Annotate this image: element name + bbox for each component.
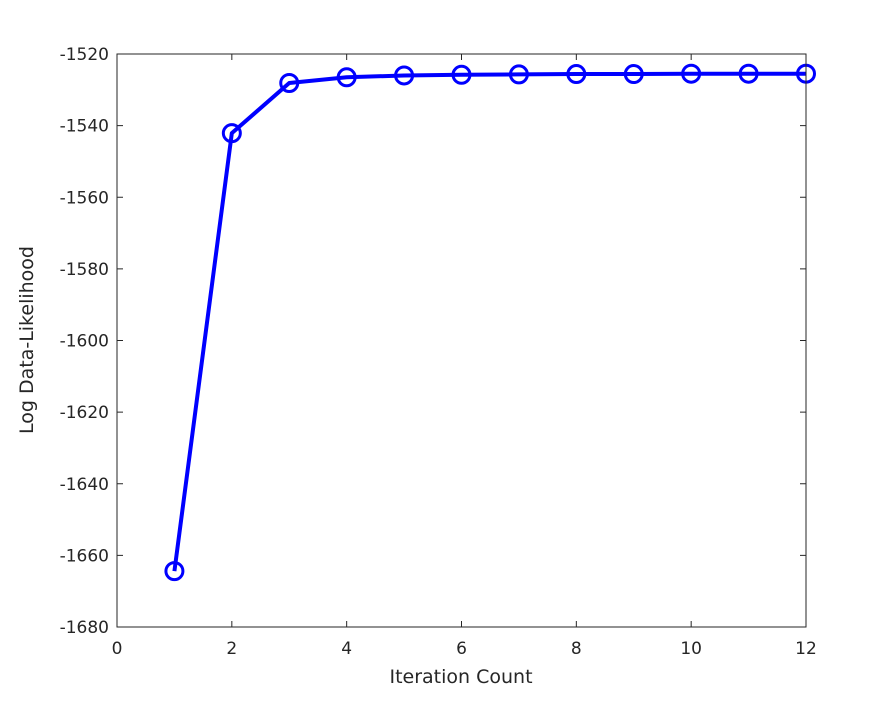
tick-labels: 0 2 4 6 8 10 12 -1520 -1540 -1560 -1580 -1600 -1620 -… bbox=[60, 45, 817, 659]
data-point bbox=[623, 64, 644, 85]
y-tick-label: -1640 bbox=[60, 475, 109, 495]
y-tick-label: -1540 bbox=[60, 117, 109, 137]
y-tick-label: -1680 bbox=[60, 618, 109, 638]
data-point bbox=[394, 65, 415, 86]
data-point bbox=[738, 63, 759, 84]
plot-frame bbox=[116, 53, 807, 628]
data-point bbox=[221, 123, 242, 144]
x-tick-label: 0 bbox=[112, 639, 123, 659]
x-tick-label: 8 bbox=[571, 639, 582, 659]
x-tick-label: 4 bbox=[341, 639, 352, 659]
y-tick-label: -1660 bbox=[60, 546, 109, 566]
data-point bbox=[279, 73, 300, 94]
data-point bbox=[336, 67, 357, 88]
series-layer bbox=[164, 63, 816, 582]
data-point bbox=[508, 64, 529, 85]
data-point bbox=[681, 63, 702, 84]
x-tick-label: 2 bbox=[226, 639, 237, 659]
data-point bbox=[451, 64, 472, 85]
y-tick-label: -1600 bbox=[60, 332, 109, 352]
x-tick-label: 6 bbox=[456, 639, 467, 659]
x-axis-label: Iteration Count bbox=[389, 666, 532, 688]
data-point bbox=[164, 561, 185, 582]
y-axis-label: Log Data-Likelihood bbox=[16, 246, 38, 434]
plot-area bbox=[117, 54, 806, 627]
y-tick-label: -1620 bbox=[60, 403, 109, 423]
y-tick-label: -1580 bbox=[60, 260, 109, 280]
x-tick-label: 10 bbox=[680, 639, 702, 659]
y-tick-label: -1520 bbox=[60, 45, 109, 65]
x-tick-label: 12 bbox=[795, 639, 817, 659]
data-point bbox=[566, 64, 587, 85]
y-tick-label: -1560 bbox=[60, 188, 109, 208]
